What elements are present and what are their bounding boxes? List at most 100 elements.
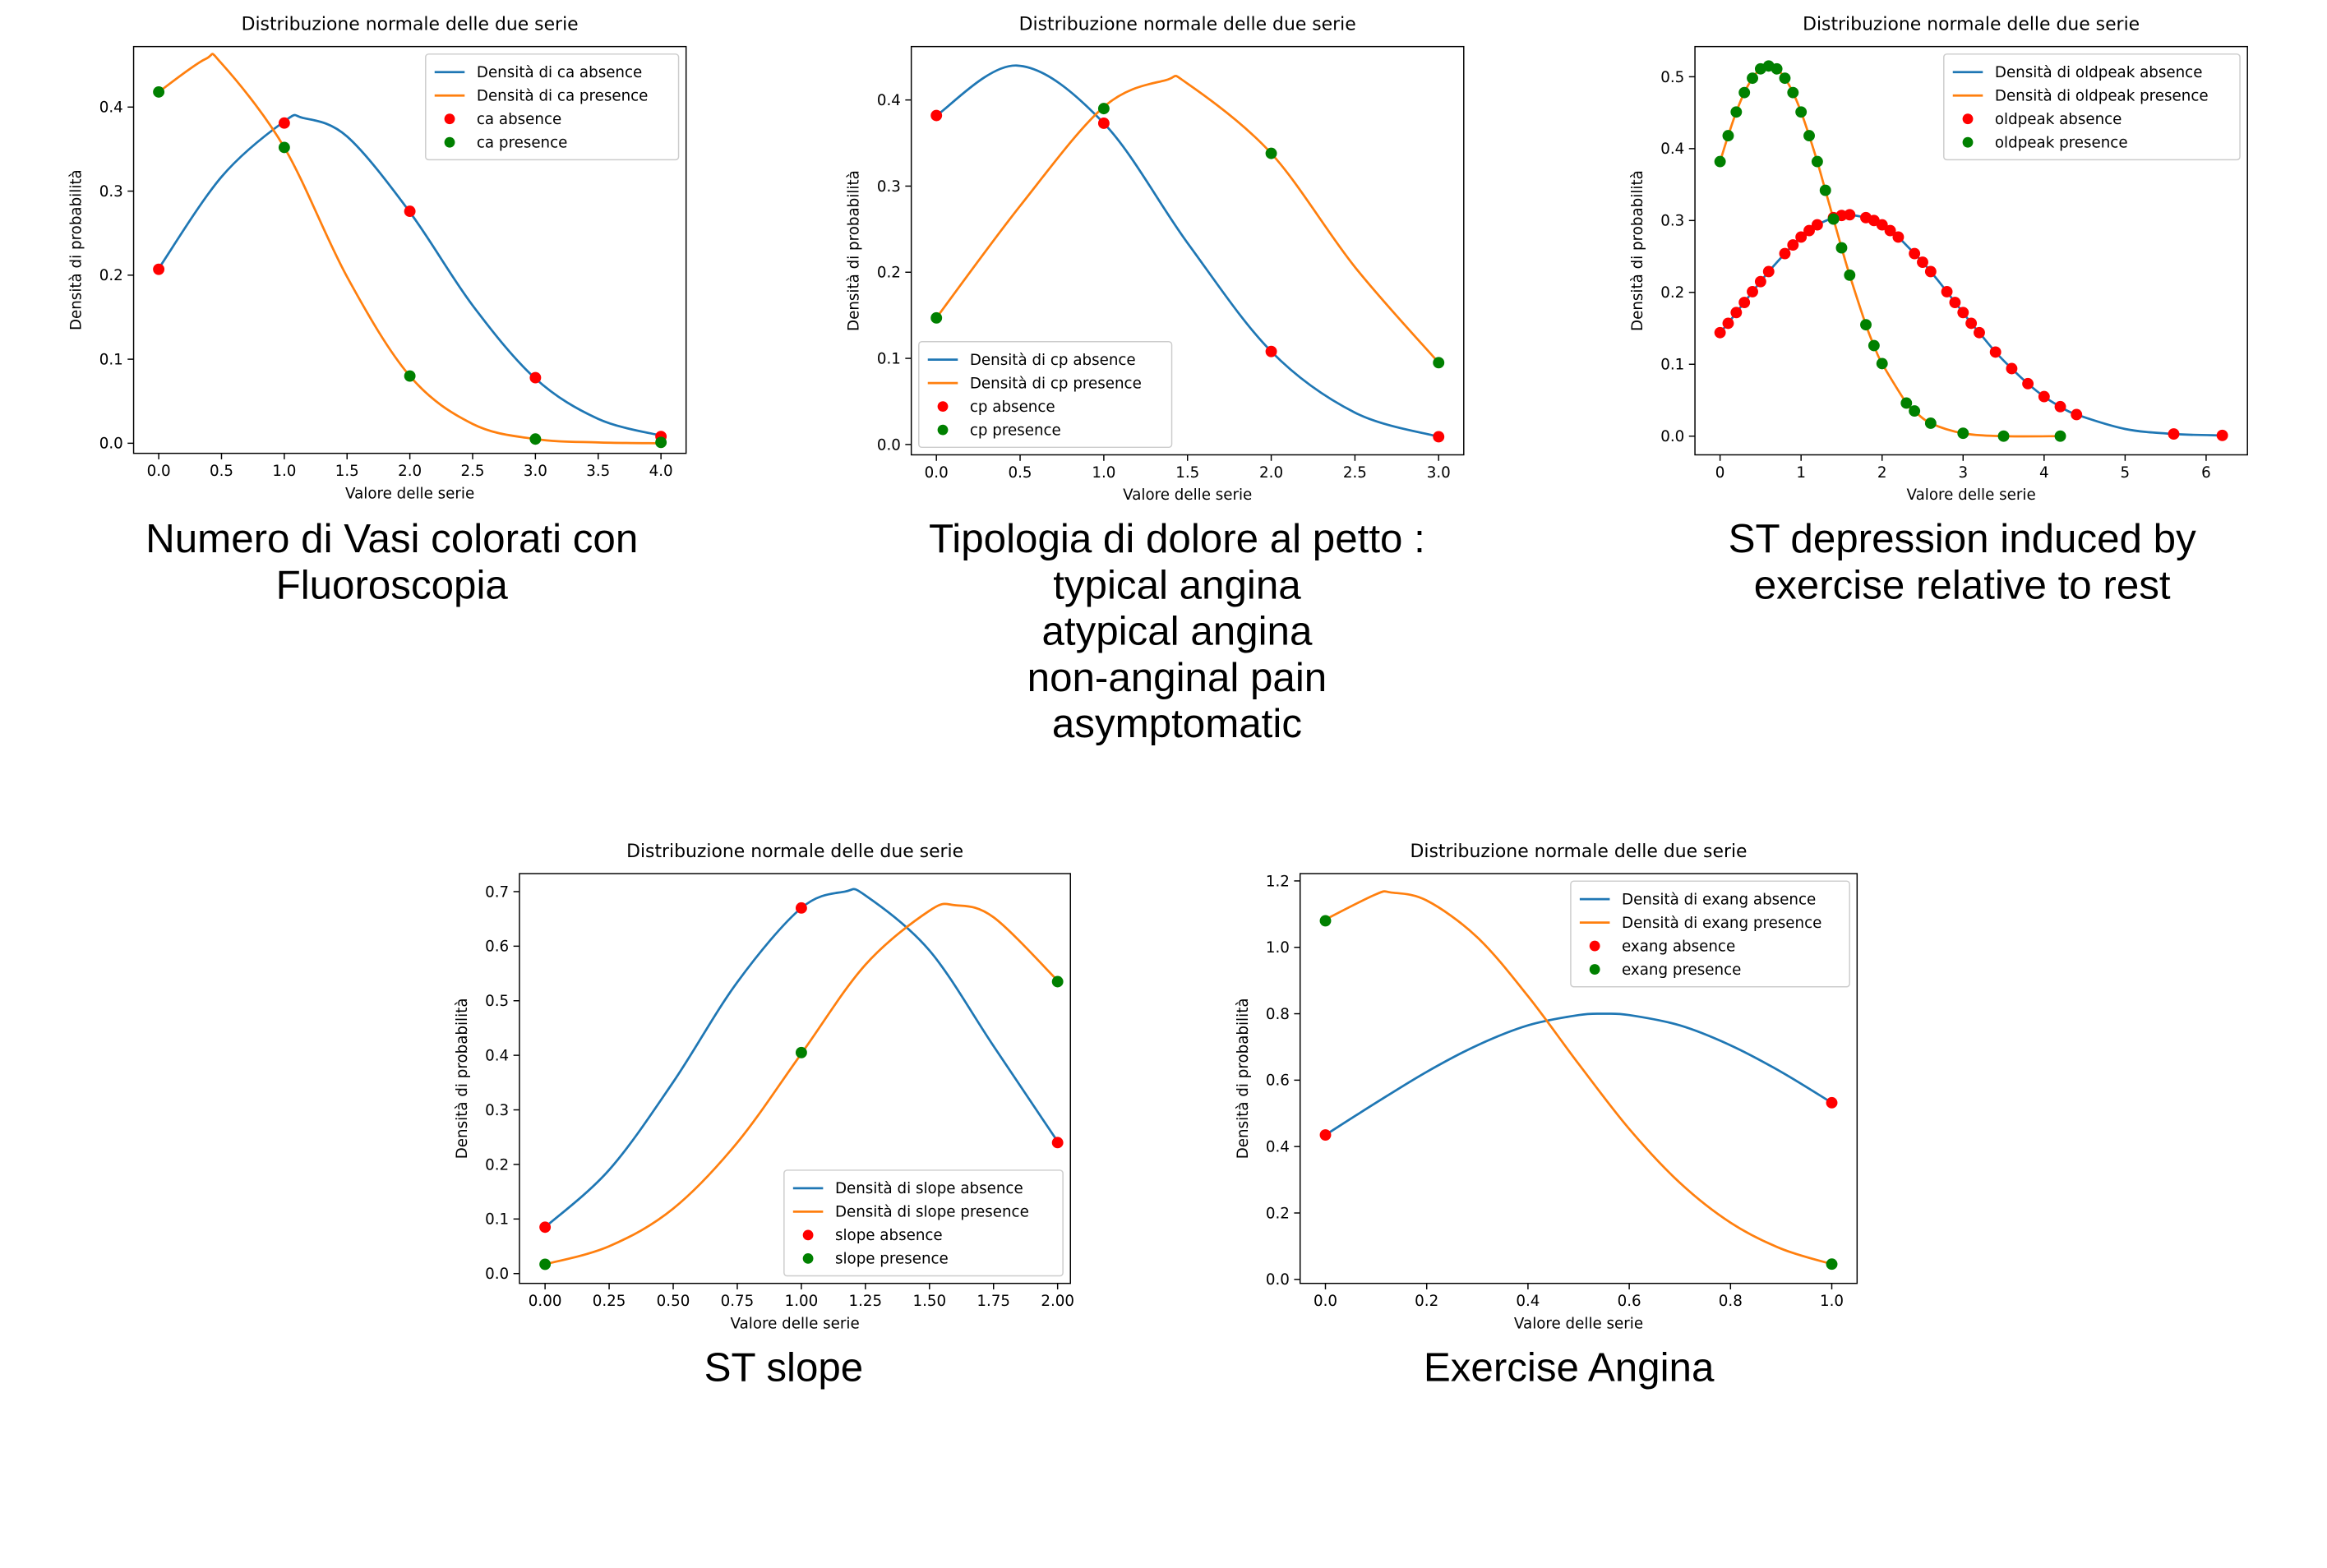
x-tick-label: 2.0 <box>1259 464 1283 482</box>
scatter-point <box>529 371 542 384</box>
scatter-point <box>1051 975 1064 988</box>
scatter-point <box>1989 346 2001 358</box>
x-tick-label: 1.0 <box>272 463 296 480</box>
x-tick-label: 0.25 <box>593 1293 626 1310</box>
y-tick-label: 1.0 <box>1266 939 1290 957</box>
caption: typical angina <box>1053 562 1301 607</box>
x-tick-label: 0.50 <box>657 1293 690 1310</box>
scatter-point <box>1860 319 1872 331</box>
caption: Exercise Angina <box>1424 1344 1715 1390</box>
legend-label: Densità di exang presence <box>1622 915 1821 932</box>
x-tick-label: 0.8 <box>1719 1293 1743 1310</box>
x-tick-label: 0.0 <box>1314 1293 1337 1310</box>
caption: ST depression induced by <box>1729 516 2196 561</box>
caption: ST slope <box>704 1344 864 1390</box>
legend-box <box>783 1169 1064 1277</box>
scatter-point <box>1730 106 1743 118</box>
chart: Distribuzione normale delle due serie 0.0… <box>68 15 687 607</box>
density-line <box>544 888 1059 1229</box>
scatter-point <box>2038 390 2050 403</box>
scatter-point <box>1892 231 1905 243</box>
x-tick-label: 1.75 <box>977 1293 1010 1310</box>
legend-swatch <box>1962 113 1974 125</box>
y-tick-label: 0.4 <box>1660 141 1684 158</box>
y-tick-label: 0.8 <box>1266 1006 1290 1023</box>
legend-swatch <box>802 1229 814 1241</box>
chart-title: Distribuzione normale delle due serie <box>626 842 963 862</box>
y-tick-label: 0.1 <box>1660 357 1684 374</box>
legend-label: ca presence <box>477 135 568 152</box>
scatter-point <box>1730 307 1743 319</box>
chart: Distribuzione normale delle due serie 0.0… <box>846 15 1465 746</box>
scatter-point <box>2071 408 2083 421</box>
x-tick-label: 6 <box>2201 464 2211 482</box>
scatter-point <box>1795 106 1808 118</box>
scatter-point <box>1738 86 1751 99</box>
scatter-point <box>1957 427 1969 440</box>
legend-box <box>1570 880 1850 988</box>
scatter-point <box>1762 265 1775 278</box>
scatter-point <box>795 902 807 914</box>
x-tick-label: 0.75 <box>721 1293 755 1310</box>
x-tick-label: 1.0 <box>1820 1293 1844 1310</box>
legend-label: slope presence <box>835 1251 949 1268</box>
density-line <box>1324 1012 1833 1137</box>
scatter-point <box>1319 915 1332 927</box>
legend-label: Densità di exang absence <box>1622 891 1816 908</box>
density-line <box>1324 890 1832 1266</box>
y-tick-label: 0.3 <box>485 1102 509 1119</box>
y-tick-label: 0.1 <box>485 1211 509 1229</box>
x-tick-label: 1.00 <box>785 1293 819 1310</box>
chart: Distribuzione normale delle due serie 0.0… <box>454 842 1074 1390</box>
scatter-point <box>1924 417 1937 429</box>
x-axis-label: Valore delle serie <box>731 1315 860 1332</box>
legend-swatch <box>802 1252 814 1264</box>
x-tick-label: 4 <box>2039 464 2049 482</box>
x-axis-label: Valore delle serie <box>1907 487 2036 504</box>
density-line <box>157 113 662 437</box>
x-tick-label: 0 <box>1715 464 1725 482</box>
scatter-point <box>2054 400 2066 413</box>
scatter-point <box>1738 297 1751 308</box>
scatter-point <box>539 1258 552 1271</box>
x-tick-label: 3.0 <box>1427 464 1451 482</box>
chart-title: Distribuzione normale delle due serie <box>1803 15 2140 35</box>
scatter-point <box>1941 285 1953 297</box>
scatter-point <box>1965 317 1978 330</box>
x-tick-label: 0.4 <box>1516 1293 1540 1310</box>
plot-frame <box>519 873 1071 1284</box>
legend-box <box>918 341 1173 449</box>
x-tick-label: 2 <box>1877 464 1887 482</box>
scatter-point <box>1265 345 1277 357</box>
y-axis-label: Densità di probabilità <box>68 169 85 330</box>
y-tick-label: 0.1 <box>99 351 123 368</box>
legend-label: exang presence <box>1622 962 1741 979</box>
scatter-point <box>2168 428 2180 440</box>
y-tick-label: 0.0 <box>99 436 123 453</box>
scatter-point <box>1747 285 1758 297</box>
scatter-point <box>1909 405 1921 417</box>
y-tick-label: 0.5 <box>485 993 509 1010</box>
caption: atypical angina <box>1041 609 1312 654</box>
y-tick-label: 0.2 <box>99 267 123 284</box>
y-tick-label: 1.2 <box>1266 873 1290 890</box>
scatter-point <box>2216 429 2228 441</box>
scatter-point <box>1803 224 1815 237</box>
scatter-point <box>1787 239 1799 251</box>
x-tick-label: 3 <box>1958 464 1968 482</box>
x-tick-label: 3.0 <box>524 463 547 480</box>
chart-title: Distribuzione normale delle due serie <box>1410 842 1747 862</box>
legend-label: Densità di oldpeak absence <box>1995 64 2203 81</box>
scatter-point <box>1714 326 1726 339</box>
y-tick-label: 0.5 <box>1660 69 1684 86</box>
y-tick-label: 0.2 <box>485 1156 509 1174</box>
x-tick-label: 1.5 <box>1175 464 1199 482</box>
legend-label: Densità di ca presence <box>477 88 649 105</box>
density-line <box>935 74 1440 364</box>
caption: asymptomatic <box>1052 701 1302 746</box>
scatter-point <box>1876 219 1888 231</box>
scatter-point <box>1957 307 1969 319</box>
legend-label: Densità di ca absence <box>477 64 642 81</box>
density-line <box>158 53 662 445</box>
legend-label: Densità di oldpeak presence <box>1995 88 2209 105</box>
